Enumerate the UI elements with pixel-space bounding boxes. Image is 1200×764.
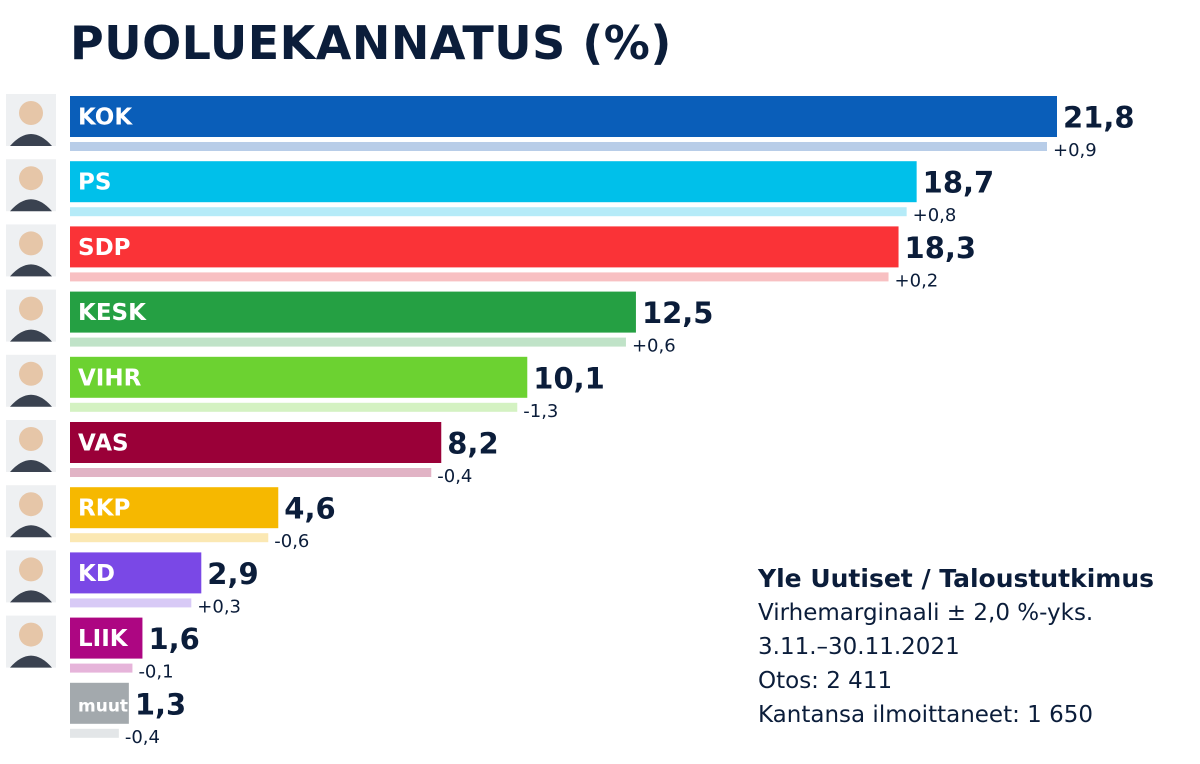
bar-label-ps: PS — [78, 170, 111, 196]
bar-label-vas: VAS — [78, 431, 129, 457]
portrait-vihr — [6, 354, 56, 407]
portrait-shoulders — [10, 394, 52, 407]
bar-sdp — [70, 226, 899, 268]
value-label-ps: 18,7 — [923, 166, 995, 200]
bar-label-vihr: VIHR — [78, 365, 142, 391]
source-info: Yle Uutiset / Taloustutkimus Virhemargin… — [758, 562, 1188, 732]
change-label-kesk: +0,6 — [632, 336, 676, 357]
bar-liik — [70, 617, 143, 659]
bar-label-muut: muut — [78, 696, 128, 716]
change-bar-kok — [70, 142, 1047, 151]
portrait-liik — [6, 615, 56, 668]
portrait-face — [19, 361, 43, 386]
change-bar-kesk — [70, 337, 626, 347]
bar-kd — [70, 552, 202, 594]
change-bar-rkp — [70, 533, 269, 543]
portrait-ps — [6, 159, 56, 212]
portrait-face — [19, 166, 43, 191]
portrait-vas — [6, 420, 56, 472]
respondents-count: Kantansa ilmoittaneet: 1 650 — [758, 702, 1094, 728]
bar-label-kesk: KESK — [78, 300, 147, 326]
portrait-shoulders — [10, 655, 52, 668]
bar-vihr — [70, 356, 528, 398]
portrait-face — [19, 427, 43, 451]
change-label-vihr: -1,3 — [523, 401, 558, 422]
bar-ps — [70, 161, 917, 203]
portrait-sdp — [6, 224, 56, 277]
value-label-kok: 21,8 — [1063, 101, 1135, 135]
portrait-kd — [6, 550, 56, 603]
value-label-muut: 1,3 — [135, 687, 186, 721]
change-label-ps: +0,8 — [913, 205, 957, 226]
change-bar-vas — [70, 468, 432, 477]
portrait-face — [19, 557, 43, 582]
change-label-vas: -0,4 — [437, 466, 472, 487]
value-label-kesk: 12,5 — [642, 296, 714, 330]
source-title: Yle Uutiset / Taloustutkimus — [758, 564, 1155, 593]
bar-label-kok: KOK — [78, 105, 133, 131]
portrait-shoulders — [10, 525, 52, 538]
change-bar-kd — [70, 598, 192, 608]
portrait-face — [19, 101, 43, 125]
portrait-shoulders — [10, 134, 52, 146]
change-label-kok: +0,9 — [1053, 140, 1097, 161]
value-label-rkp: 4,6 — [284, 492, 335, 526]
portrait-shoulders — [10, 329, 52, 342]
portrait-shoulders — [10, 264, 52, 277]
sample-size: Otos: 2 411 — [758, 668, 893, 694]
change-label-kd: +0,3 — [197, 596, 241, 617]
bar-kesk — [70, 291, 636, 333]
change-bar-ps — [70, 207, 907, 217]
change-label-muut: -0,4 — [125, 727, 160, 748]
portrait-shoulders — [10, 199, 52, 212]
change-label-sdp: +0,2 — [895, 270, 939, 291]
bar-label-sdp: SDP — [78, 235, 131, 261]
chart-title: PUOLUEKANNATUS (%) — [70, 16, 672, 70]
portrait-shoulders — [10, 460, 52, 472]
margin-of-error: Virhemarginaali ± 2,0 %-yks. — [758, 600, 1094, 626]
bar-rkp — [70, 487, 279, 529]
portrait-shoulders — [10, 590, 52, 603]
value-label-kd: 2,9 — [207, 557, 258, 591]
change-label-liik: -0,1 — [138, 662, 173, 683]
bar-label-liik: LIIK — [78, 626, 129, 652]
change-bar-muut — [70, 728, 119, 738]
bar-label-kd: KD — [78, 561, 115, 587]
portrait-rkp — [6, 485, 56, 538]
value-label-liik: 1,6 — [148, 622, 199, 656]
change-bar-sdp — [70, 272, 889, 282]
bar-vas — [70, 422, 442, 463]
portrait-kok — [6, 94, 56, 146]
portrait-face — [19, 492, 43, 517]
value-label-vihr: 10,1 — [533, 361, 605, 395]
change-label-rkp: -0,6 — [274, 531, 309, 552]
bar-label-rkp: RKP — [78, 496, 130, 522]
portrait-face — [19, 231, 43, 256]
change-bar-vihr — [70, 402, 518, 412]
value-label-vas: 8,2 — [447, 427, 498, 461]
bar-muut — [70, 682, 129, 724]
change-bar-liik — [70, 663, 133, 673]
portrait-kesk — [6, 289, 56, 342]
survey-period: 3.11.–30.11.2021 — [758, 634, 960, 660]
bar-kok — [70, 96, 1057, 137]
portrait-face — [19, 296, 43, 321]
portrait-face — [19, 622, 43, 647]
value-label-sdp: 18,3 — [905, 231, 977, 265]
